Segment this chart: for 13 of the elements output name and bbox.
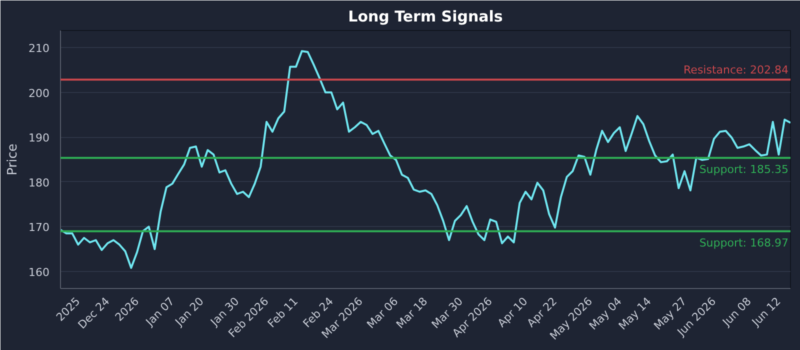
ref-line-label: Support: 185.35 [699, 162, 789, 176]
chart-title: Long Term Signals [348, 8, 503, 26]
line-series [60, 50, 790, 269]
y-tick-label: 210 [28, 42, 50, 56]
y-tick-label: 190 [28, 132, 50, 145]
y-tick-label: 180 [28, 176, 50, 190]
y-tick-label: 170 [28, 221, 50, 234]
ref-line-label: Support: 168.97 [699, 236, 789, 250]
y-axis-title: Price [6, 144, 21, 176]
ref-line-label: Resistance: 202.84 [684, 64, 788, 77]
y-tick-label: 200 [28, 86, 50, 100]
x-tick-label: Jan 20 [172, 294, 206, 330]
y-tick-label: 160 [28, 266, 50, 279]
